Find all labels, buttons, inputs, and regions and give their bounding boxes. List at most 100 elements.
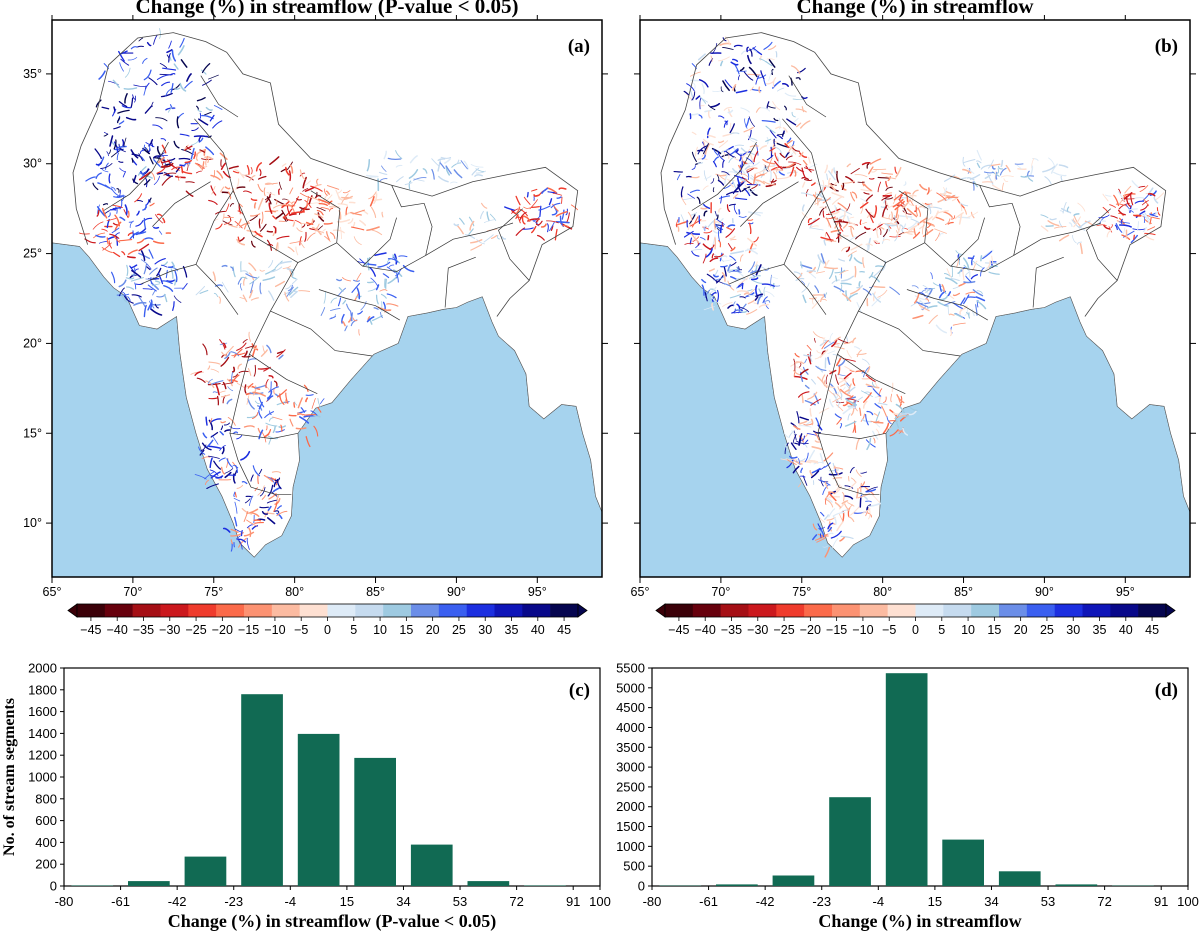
map-a-stream-segment: [254, 400, 260, 404]
colorbar-a-tick-label: 25: [452, 623, 466, 637]
map-b-stream-segment: [710, 55, 713, 62]
map-a-stream-segment: [380, 293, 387, 299]
map-a-stream-segment: [259, 223, 267, 232]
map-a-stream-segment: [247, 383, 254, 389]
map-a-stream-segment: [116, 152, 119, 161]
map-b-stream-segment: [724, 120, 728, 126]
map-a-stream-segment: [367, 288, 376, 292]
map-a-stream-segment: [303, 414, 317, 416]
map-b-stream-segment: [850, 506, 860, 516]
map-b-stream-segment: [881, 195, 890, 201]
map-b-stream-segment: [733, 44, 743, 48]
map-b-stream-segment: [847, 502, 855, 507]
map-b-stream-segment: [814, 432, 820, 441]
map-b-stream-segment: [963, 280, 976, 284]
map-a-stream-segment: [481, 202, 488, 209]
map-b-stream-segment: [865, 488, 877, 493]
map-a-stream-segment: [445, 165, 452, 175]
map-b-stream-segment: [748, 66, 758, 78]
map-b-stream-segment: [758, 86, 761, 94]
map-a-stream-segment: [248, 175, 256, 182]
histogram-d-bar: [1055, 884, 1098, 886]
map-a-stream-segment: [248, 527, 252, 538]
histogram-d-x-tick-label: 72: [1097, 894, 1111, 909]
map-a-stream-segment: [165, 269, 168, 279]
map-b-stream-segment: [691, 63, 697, 70]
map-a-stream-segment: [160, 160, 171, 164]
map-a-stream-segment: [385, 278, 388, 290]
map-a-stream-segment: [276, 349, 286, 358]
map-b-stream-segment: [802, 159, 808, 166]
colorbar-b-tick-label: 30: [1066, 623, 1080, 637]
map-a-stream-segment: [111, 271, 116, 284]
map-a-stream-segment: [252, 385, 257, 396]
map-b-stream-segment: [1000, 175, 1014, 178]
map-b-stream-segment: [980, 164, 992, 170]
map-a-stream-segment: [196, 97, 206, 102]
map-b-stream-segment: [740, 50, 746, 55]
map-b-stream-segment: [866, 163, 870, 169]
map-b-stream-segment: [899, 215, 913, 218]
map-a-stream-segment: [252, 391, 266, 397]
map-b-stream-segment: [973, 181, 979, 188]
map-b-basin-boundary: [838, 486, 880, 495]
map-b-stream-segment: [794, 352, 800, 358]
colorbar-b-tick-label: 35: [1093, 623, 1107, 637]
map-a-stream-segment: [130, 97, 134, 109]
map-a-stream-segment: [136, 200, 143, 202]
map-a-stream-segment: [221, 446, 225, 455]
map-b-stream-segment: [761, 283, 775, 287]
map-a-stream-segment: [117, 145, 127, 149]
map-b-stream-segment: [691, 248, 703, 251]
map-b-stream-segment: [847, 404, 856, 407]
map-a-stream-segment: [342, 299, 347, 305]
map-b-stream-segment: [854, 174, 868, 178]
map-b-stream-segment: [700, 236, 706, 241]
map-b-stream-segment: [676, 174, 681, 181]
histogram-d-bar: [942, 839, 984, 886]
map-a-stream-segment: [233, 348, 243, 358]
map-a-stream-segment: [102, 242, 112, 251]
map-b-frame: [639, 19, 1191, 578]
map-a-stream-segment: [247, 398, 255, 410]
map-b-stream-segment: [702, 225, 708, 230]
map-b-stream-segment: [950, 278, 960, 282]
map-a-lat-tick-label: 25°: [23, 247, 42, 261]
map-b-stream-segment: [1133, 197, 1145, 200]
map-a-stream-segment: [475, 168, 485, 172]
colorbar-b-tick-label: 5: [938, 623, 945, 637]
map-b-stream-segment: [1148, 187, 1154, 194]
colorbar-a-tick-label: −45: [80, 623, 101, 637]
map-a-stream-segment: [305, 221, 314, 225]
map-b-stream-segment: [740, 178, 748, 184]
map-a-stream-segment: [242, 339, 248, 344]
map-a-stream-segment: [178, 157, 191, 161]
histogram-d-bar: [998, 871, 1041, 886]
map-b-stream-segment: [834, 269, 846, 274]
map-a-stream-segment: [224, 345, 234, 356]
map-b-stream-segment: [877, 289, 888, 298]
map-b-stream-segment: [840, 208, 853, 215]
map-b-stream-segment: [803, 167, 815, 171]
colorbar-a-swatch: [104, 604, 133, 617]
map-a-stream-segment: [194, 370, 203, 376]
map-b-stream-segment: [884, 197, 893, 200]
map-a-stream-segment: [350, 312, 353, 322]
map-a-stream-segment: [288, 170, 292, 182]
map-b-stream-segment: [907, 220, 918, 230]
map-b-stream-segment: [905, 190, 912, 198]
map-a-stream-segment: [209, 469, 219, 476]
map-a-stream-segment: [193, 135, 209, 138]
colorbar-b-tick-label: −10: [852, 623, 873, 637]
map-b-stream-segment: [723, 145, 734, 153]
map-b-stream-segment: [710, 178, 715, 184]
map-b-stream-segment: [836, 418, 842, 425]
map-a-stream-segment: [297, 397, 303, 409]
map-b-stream-segment: [962, 268, 965, 281]
map-b-stream-segment: [689, 189, 700, 194]
map-a-stream-segment: [439, 162, 446, 169]
map-b-stream-segment: [760, 70, 765, 80]
map-b-stream-segment: [697, 145, 708, 155]
map-b-stream-segment: [860, 492, 868, 500]
map-a-stream-segment: [127, 296, 131, 302]
